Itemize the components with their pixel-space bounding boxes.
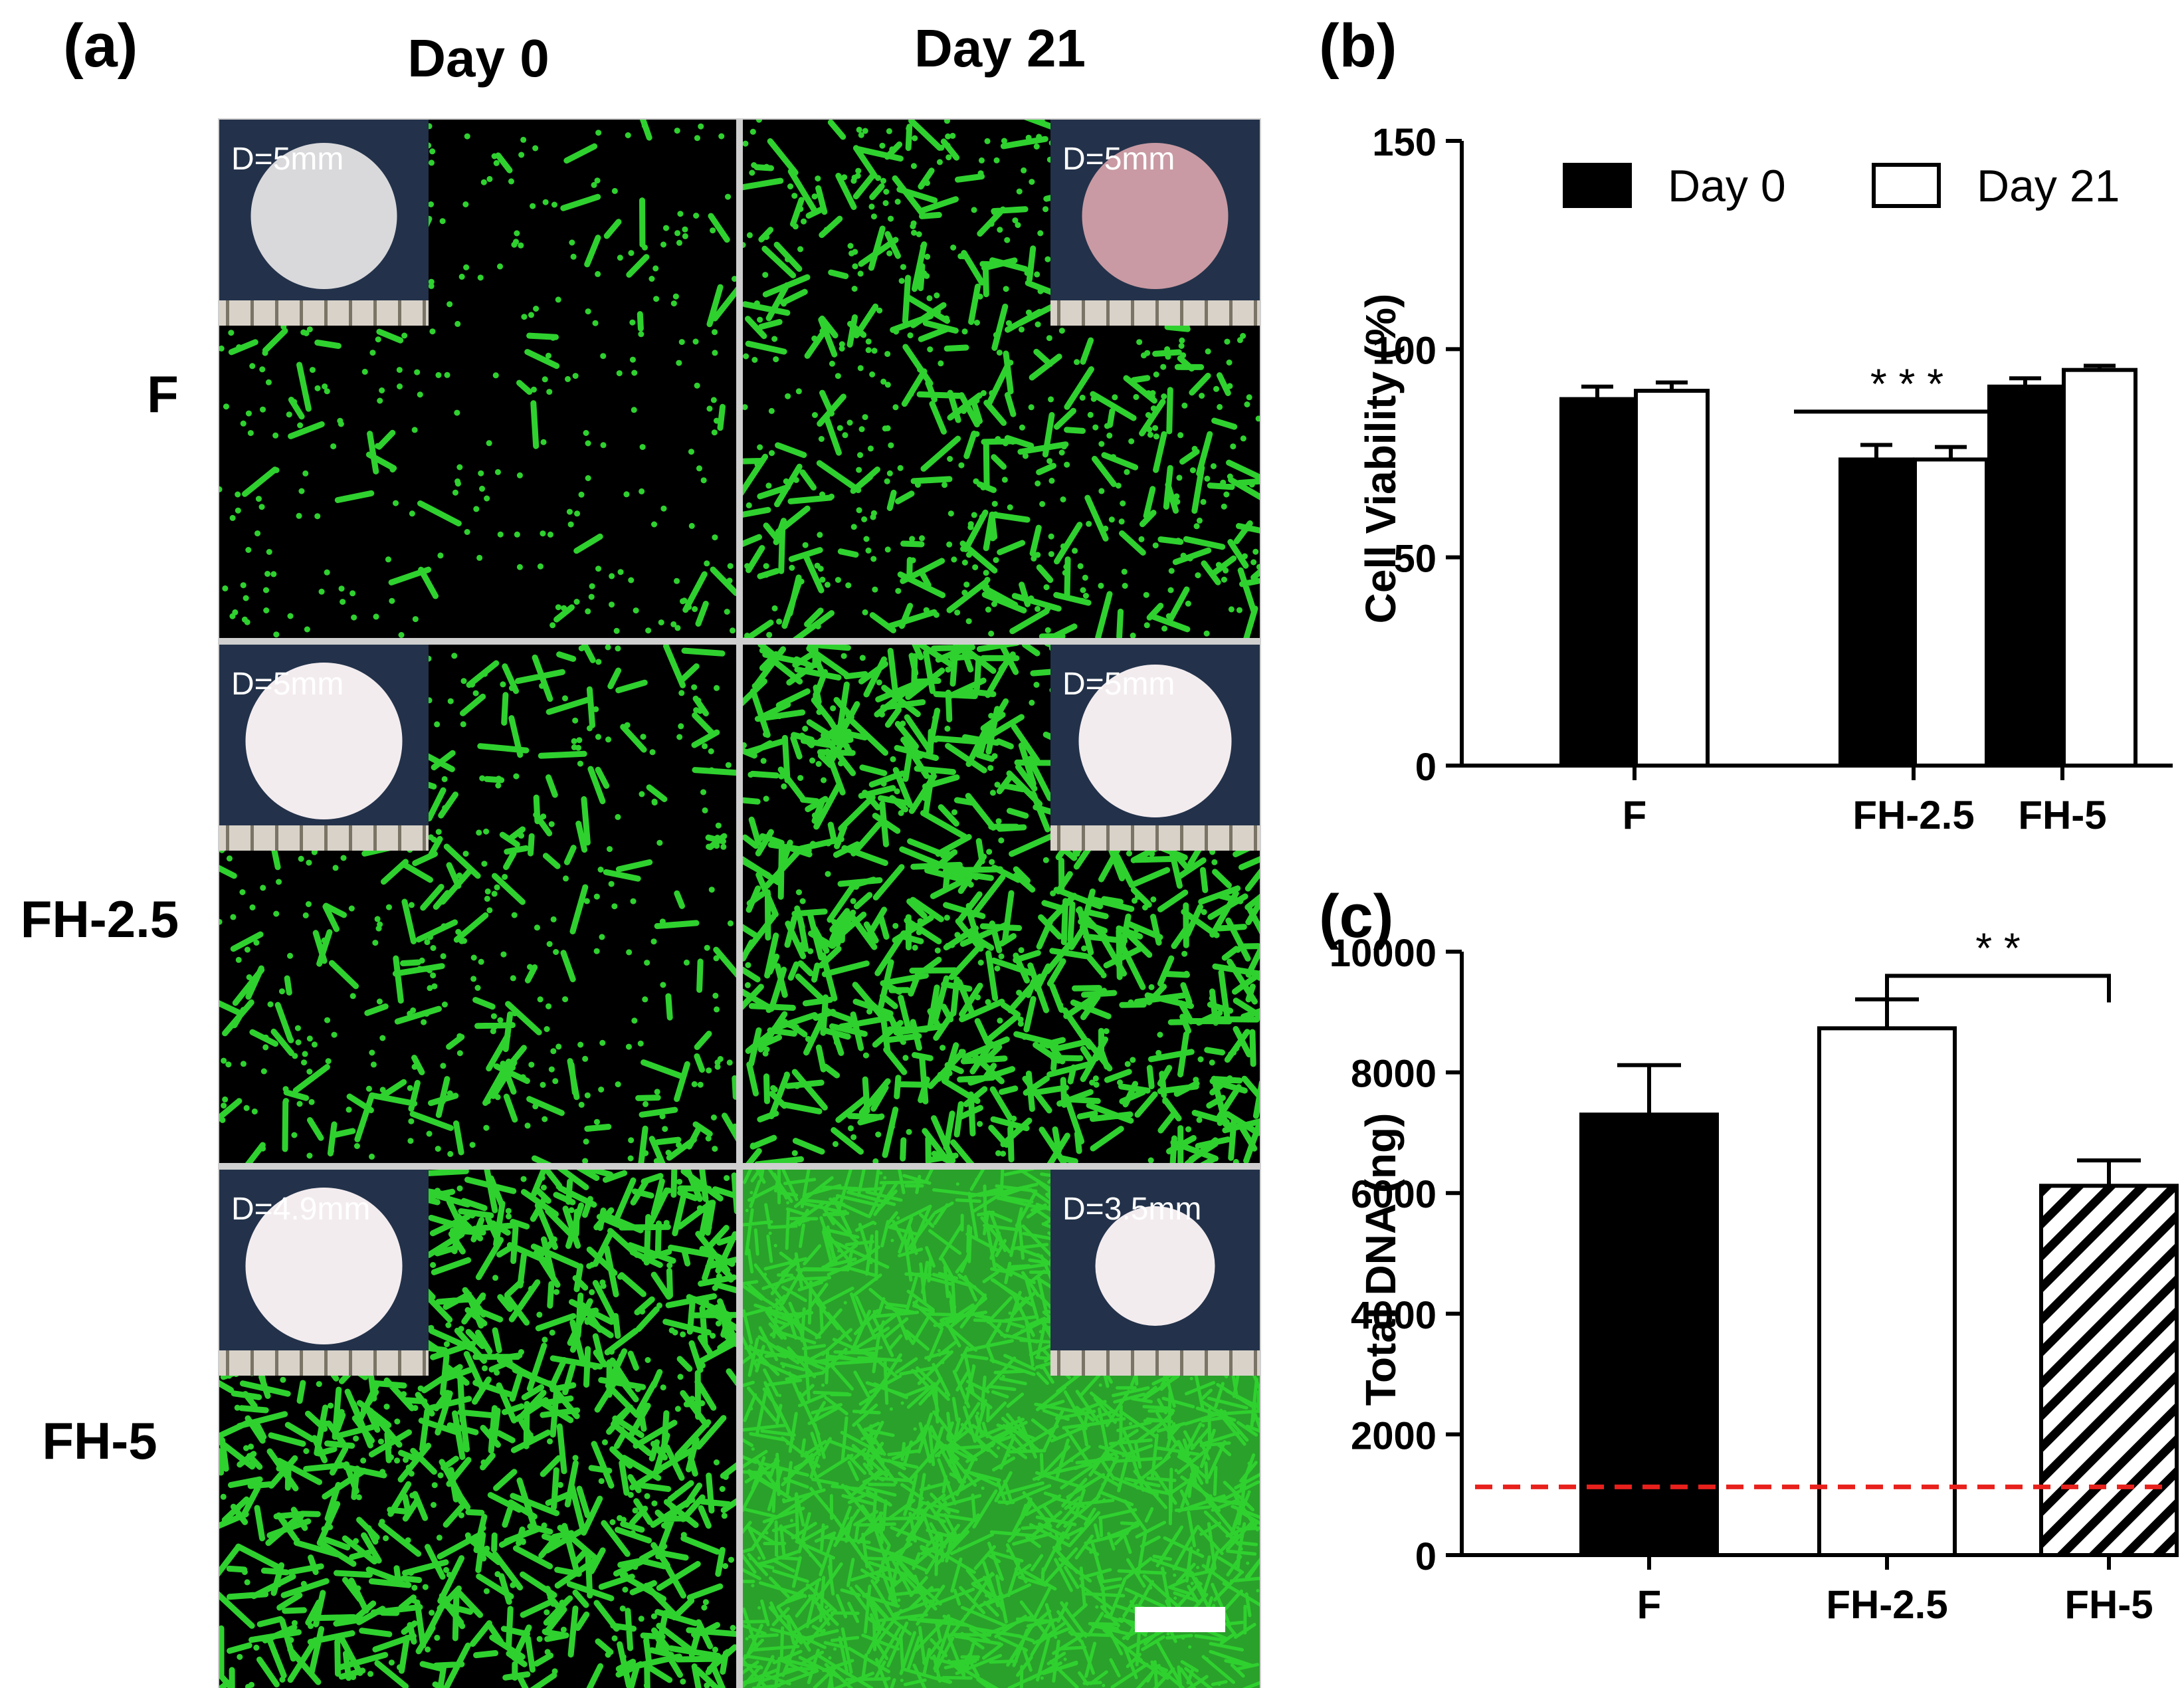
panel-b: (b) Cell Viability (%) 0 50 100 150 F FH-2.5 F… bbox=[1319, 12, 2173, 837]
micrograph-f-day0: D=5mm bbox=[219, 120, 736, 638]
inset-photo: D=5mm bbox=[219, 645, 429, 851]
ruler-strip bbox=[219, 825, 429, 851]
micrograph-f-day21: D=5mm bbox=[743, 120, 1260, 638]
bar-day-0 bbox=[1559, 397, 1635, 768]
bar-day-0 bbox=[1987, 384, 2063, 768]
chart-c: 0 2000 4000 6000 8000 10000 F FH-2.5 FH-5 * * bbox=[1330, 924, 2179, 1627]
y-tick-label: 100 bbox=[1372, 329, 1437, 372]
inset-photo: D=5mm bbox=[1050, 645, 1260, 851]
legend-label: Day 21 bbox=[1977, 161, 2120, 211]
x-tick-label: FH-2.5 bbox=[1826, 1582, 1947, 1627]
bar-day-21 bbox=[1913, 457, 1989, 768]
bar-f bbox=[1579, 1112, 1719, 1558]
significance-label: * * * bbox=[1870, 360, 1943, 407]
y-tick-label: 150 bbox=[1372, 121, 1437, 164]
y-tick-label: 2000 bbox=[1351, 1414, 1437, 1457]
hydrogel-disc bbox=[1095, 1206, 1215, 1326]
row-label-fh25: FH-2.5 bbox=[21, 890, 179, 948]
ruler-strip bbox=[1050, 300, 1260, 326]
ruler-strip bbox=[219, 300, 429, 326]
y-tick-label: 6000 bbox=[1351, 1173, 1437, 1216]
inset-diameter-label: D=5mm bbox=[1062, 142, 1175, 177]
bar-day-21 bbox=[2062, 368, 2137, 768]
bar-day-0 bbox=[1838, 457, 1914, 768]
row-label-f: F bbox=[147, 365, 179, 423]
ruler-strip bbox=[1050, 1350, 1260, 1376]
hydrogel-disc bbox=[245, 663, 403, 819]
micrograph-fh25-day21: D=5mm bbox=[743, 645, 1260, 1163]
legend-label: Day 0 bbox=[1668, 161, 1786, 211]
panel-c: (c) Total DNA (ng) 0 2000 4000 6000 8000 1000… bbox=[1319, 883, 2179, 1627]
inset-photo: D=5mm bbox=[1050, 120, 1260, 326]
x-tick-label: F bbox=[1637, 1582, 1662, 1627]
panel-c-label: (c) bbox=[1319, 883, 1393, 950]
inset-photo: D=4.9mm bbox=[219, 1170, 429, 1376]
legend-swatch bbox=[1563, 163, 1632, 208]
inset-diameter-label: D=5mm bbox=[231, 142, 344, 177]
inset-diameter-label: D=5mm bbox=[231, 667, 344, 702]
micrograph-fh5-day0: D=4.9mm bbox=[219, 1170, 736, 1688]
micrograph-cells: D=5mm D=5mm D=5mm D=5mm D=4.9mm D=3.5mm bbox=[219, 120, 1260, 1688]
micrograph-fh25-day0: D=5mm bbox=[219, 645, 736, 1163]
row-label-fh5: FH-5 bbox=[42, 1412, 157, 1470]
y-tick-label: 0 bbox=[1415, 746, 1437, 789]
hydrogel-disc bbox=[1078, 665, 1232, 817]
micrograph-fh5-day21: D=3.5mm bbox=[743, 1170, 1260, 1688]
scale-bar bbox=[1135, 1607, 1225, 1632]
significance-label: * * bbox=[1975, 924, 2021, 972]
chart-b: 0 50 100 150 F FH-2.5 FH-5 * * * Day 0 Day 21 bbox=[1372, 121, 2173, 837]
col-label-day0: Day 0 bbox=[407, 29, 549, 88]
x-tick-label: FH-5 bbox=[2064, 1582, 2153, 1627]
y-tick-label: 10000 bbox=[1330, 932, 1437, 975]
hydrogel-disc bbox=[250, 143, 397, 289]
bar-day-21 bbox=[1634, 389, 1710, 768]
bar-fh-2.5 bbox=[1817, 1026, 1957, 1558]
panel-a: (a) Day 0 Day 21 F FH-2.5 FH-5 D=5mm D=5m… bbox=[21, 12, 1261, 1688]
inset-photo: D=5mm bbox=[219, 120, 429, 326]
legend-swatch bbox=[1872, 163, 1941, 208]
inset-diameter-label: D=4.9mm bbox=[231, 1192, 370, 1227]
x-tick-label: FH-5 bbox=[2018, 793, 2106, 837]
significance-bracket bbox=[1885, 974, 2111, 1003]
inset-diameter-label: D=5mm bbox=[1062, 667, 1175, 702]
ruler-strip bbox=[1050, 825, 1260, 851]
hydrogel-disc bbox=[245, 1188, 403, 1344]
x-tick-label: FH-2.5 bbox=[1852, 793, 1974, 837]
y-tick-label: 4000 bbox=[1351, 1294, 1437, 1337]
y-tick-label: 50 bbox=[1393, 538, 1437, 581]
legend: Day 0 Day 21 bbox=[1563, 161, 2120, 211]
panel-a-label: (a) bbox=[63, 12, 138, 80]
inset-diameter-label: D=3.5mm bbox=[1062, 1192, 1201, 1227]
chart-b-ylabel: Cell Viability (%) bbox=[1357, 294, 1405, 624]
y-tick-label: 8000 bbox=[1351, 1053, 1437, 1096]
ruler-strip bbox=[219, 1350, 429, 1376]
bar-fh-5 bbox=[2039, 1184, 2179, 1557]
chart-c-ylabel: Total DNA (ng) bbox=[1357, 1113, 1405, 1406]
inset-photo: D=3.5mm bbox=[1050, 1170, 1260, 1376]
y-tick-label: 0 bbox=[1415, 1535, 1437, 1578]
panel-b-label: (b) bbox=[1319, 12, 1397, 80]
hydrogel-disc bbox=[1082, 143, 1229, 289]
x-tick-label: F bbox=[1623, 793, 1647, 837]
col-label-day21: Day 21 bbox=[914, 19, 1086, 78]
